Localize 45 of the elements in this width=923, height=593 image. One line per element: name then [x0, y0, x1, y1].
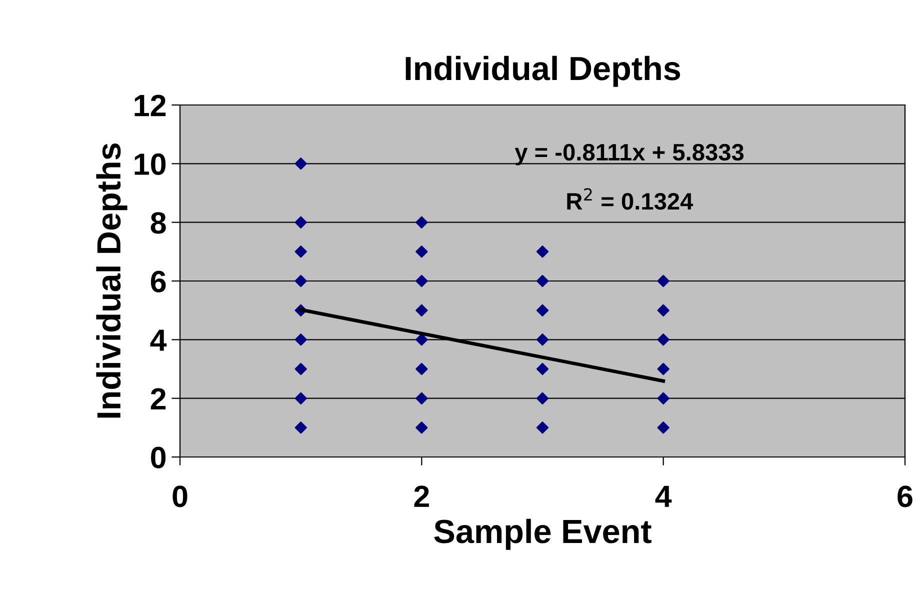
y-tick-label: 2 [150, 388, 166, 410]
point [536, 246, 549, 258]
annotation: y = -0.8111x + 5.8333 [514, 144, 744, 166]
y-tick-label: 4 [150, 330, 167, 351]
y-tick-label: 10 [134, 153, 166, 176]
point [416, 304, 428, 316]
point [294, 216, 307, 228]
point [294, 158, 307, 170]
x-tick-label: 6 [898, 486, 912, 508]
point [657, 422, 670, 434]
point [536, 334, 549, 346]
point [416, 392, 428, 404]
point [536, 304, 549, 316]
point [294, 362, 307, 376]
point [657, 392, 670, 404]
x-axis-title: Sample Event [434, 518, 652, 550]
x-tick-label: 4 [655, 486, 672, 507]
point [416, 334, 428, 346]
point [294, 422, 307, 434]
point [416, 362, 428, 376]
point [294, 392, 307, 404]
point [416, 216, 428, 228]
point [657, 334, 670, 346]
y-tick-label: 12 [134, 94, 166, 116]
point [536, 422, 549, 434]
y-tick-label: 8 [150, 212, 166, 234]
point [657, 362, 670, 376]
point [416, 274, 428, 288]
point [536, 392, 549, 404]
y-tick-label: 0 [151, 446, 166, 468]
point [416, 246, 428, 258]
annotation: R$^{2}$ = 0.1324 [567, 188, 694, 210]
point [294, 274, 307, 288]
point [416, 422, 428, 434]
y-axis-title: Individual Depths [96, 143, 128, 418]
x-tick-label: 0 [172, 486, 188, 508]
point [294, 246, 307, 258]
point [294, 334, 307, 346]
x-tick-label: 2 [414, 486, 429, 507]
point [536, 362, 549, 376]
point [657, 304, 670, 316]
chart-title: Individual Depths [406, 56, 680, 87]
point [657, 274, 670, 288]
point [536, 274, 549, 288]
y-tick-label: 6 [150, 270, 166, 292]
